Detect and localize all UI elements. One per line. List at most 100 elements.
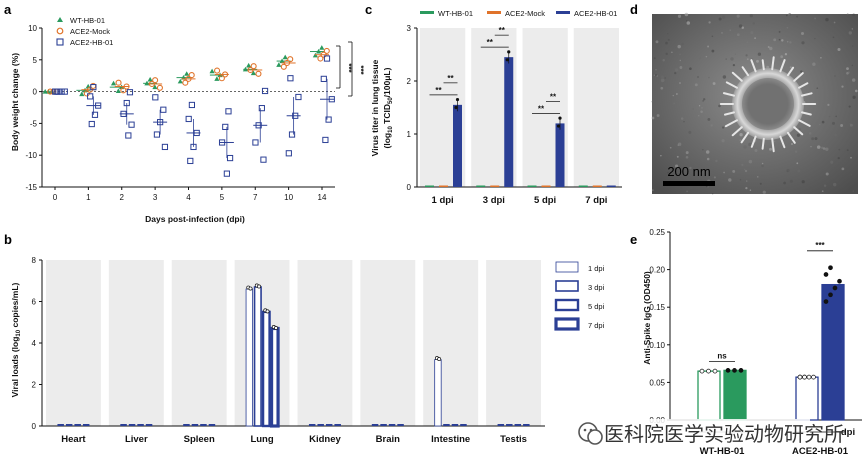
panel-c-bars — [425, 50, 616, 188]
em-noise-dot — [810, 145, 812, 148]
em-noise-dot — [821, 190, 824, 193]
panel-e-sig-ns: ns — [717, 351, 727, 360]
point-ace2 — [288, 131, 296, 138]
point-wt — [282, 54, 288, 60]
em-noise-dot — [718, 17, 722, 21]
em-noise-dot — [736, 14, 740, 18]
em-noise-dot — [660, 154, 662, 157]
em-noise-dot — [686, 21, 691, 25]
panel-b-legend-label: 1 dpi — [588, 264, 605, 273]
em-noise-dot — [676, 155, 679, 158]
virion-spike — [750, 59, 757, 73]
panel-a-xtick-label: 14 — [318, 193, 327, 202]
panel-b-category-label: Intestine — [431, 434, 470, 445]
em-noise-dot — [712, 82, 716, 85]
em-noise-dot — [679, 82, 681, 84]
em-noise-dot — [819, 123, 821, 126]
point-ace2 — [325, 116, 332, 123]
em-noise-dot — [759, 182, 762, 185]
panel-b-bar-zero — [191, 424, 199, 426]
panel-e-bars — [697, 265, 845, 421]
panel-b-bar-zero — [506, 424, 513, 426]
panel-b-bar-zero — [317, 424, 324, 426]
panel-e-dot — [837, 278, 842, 284]
em-noise-dot — [653, 57, 656, 60]
em-noise-dot — [706, 157, 710, 161]
em-noise-dot — [681, 42, 684, 46]
panel-b-ytick-label: 6 — [32, 298, 37, 307]
legend-marker-triangle — [57, 17, 63, 22]
em-noise-dot — [745, 187, 748, 190]
panel-b-bar-zero — [183, 424, 190, 426]
em-noise-dot — [712, 193, 714, 195]
panel-c-ylabel-line1: Virus titer in lung tissue — [370, 59, 380, 156]
panel-c-ylabel-line2: (log10 TCID50/100μL) — [382, 67, 394, 148]
panel-e-category-label: ACE2-HB-01 — [792, 446, 849, 457]
panel-b-bar-zero — [334, 424, 341, 426]
virion-spikes — [719, 56, 817, 153]
em-noise-dot — [846, 72, 849, 75]
panel-a-axes: -15 -10 -5 0 5 10 0 1 2 3 4 5 7 10 14 — [25, 24, 335, 202]
panel-label-c: c — [365, 2, 372, 17]
panel-c-bar-zero — [592, 185, 602, 187]
panel-b-bar-zero — [443, 424, 450, 426]
em-noise-dot — [707, 117, 711, 121]
point-wt — [184, 71, 190, 76]
em-noise-dot — [700, 172, 703, 174]
em-noise-dot — [675, 68, 679, 72]
panel-label-b: b — [4, 232, 12, 247]
em-noise-dot — [679, 66, 683, 69]
scale-bar-label: 200 nm — [667, 164, 710, 179]
em-noise-dot — [738, 24, 743, 28]
em-noise-dot — [739, 178, 742, 181]
panel-e-dot — [823, 299, 829, 304]
point-ace2 — [226, 154, 234, 162]
em-noise-dot — [721, 32, 723, 34]
panel-b-bars — [57, 283, 530, 428]
em-noise-dot — [765, 17, 768, 20]
em-noise-dot — [655, 40, 659, 44]
em-noise-dot — [837, 156, 840, 160]
em-noise-dot — [748, 142, 752, 147]
em-noise-dot — [846, 13, 849, 16]
point-ace2 — [323, 55, 331, 62]
point-wt — [246, 62, 252, 68]
panel-b-legend-swatch — [555, 261, 579, 273]
em-noise-dot — [700, 110, 703, 114]
panel-b-category-label: Kidney — [309, 434, 341, 445]
panel-a-sig-2: *** — [356, 65, 365, 75]
point-ace2 — [188, 101, 196, 109]
em-noise-dot — [778, 30, 781, 33]
point-mock — [280, 63, 287, 70]
point-mock — [188, 72, 195, 79]
panel-b-backgrounds — [46, 260, 541, 426]
em-noise-dot — [811, 137, 815, 141]
virion-spike — [731, 126, 743, 137]
em-noise-dot — [787, 13, 791, 16]
virion-spike — [786, 66, 795, 77]
em-noise-dot — [752, 22, 755, 25]
panel-label-d: d — [630, 2, 638, 17]
point-ace2 — [160, 106, 167, 113]
point-ace2 — [125, 132, 132, 139]
panel-b-bar — [269, 326, 280, 428]
panel-c-axes: 0 1 2 3 — [407, 24, 622, 192]
panel-e: Anti-Spike IgG (OD450) 0.000.050.100.150… — [642, 228, 862, 457]
point-mock — [182, 79, 189, 86]
em-noise-dot — [825, 172, 829, 176]
panel-c: Virus titer in lung tissue (log10 TCID50… — [370, 9, 622, 206]
em-noise-dot — [769, 46, 773, 51]
virion-spike — [798, 119, 811, 127]
point-wt — [147, 76, 153, 82]
point-wt — [319, 45, 325, 50]
panel-c-legend: WT-HB-01 ACE2-Mock ACE2-HB-01 — [420, 9, 617, 18]
em-noise-dot — [852, 78, 856, 82]
panel-b-legend-swatch — [554, 317, 580, 331]
virion-spike — [786, 131, 796, 144]
panel-c-legend-swatch — [487, 11, 501, 14]
panel-b-bar-zero — [120, 424, 127, 426]
virion-spike — [771, 137, 775, 153]
em-noise-dot — [689, 185, 693, 190]
panel-e-dot — [706, 368, 711, 374]
